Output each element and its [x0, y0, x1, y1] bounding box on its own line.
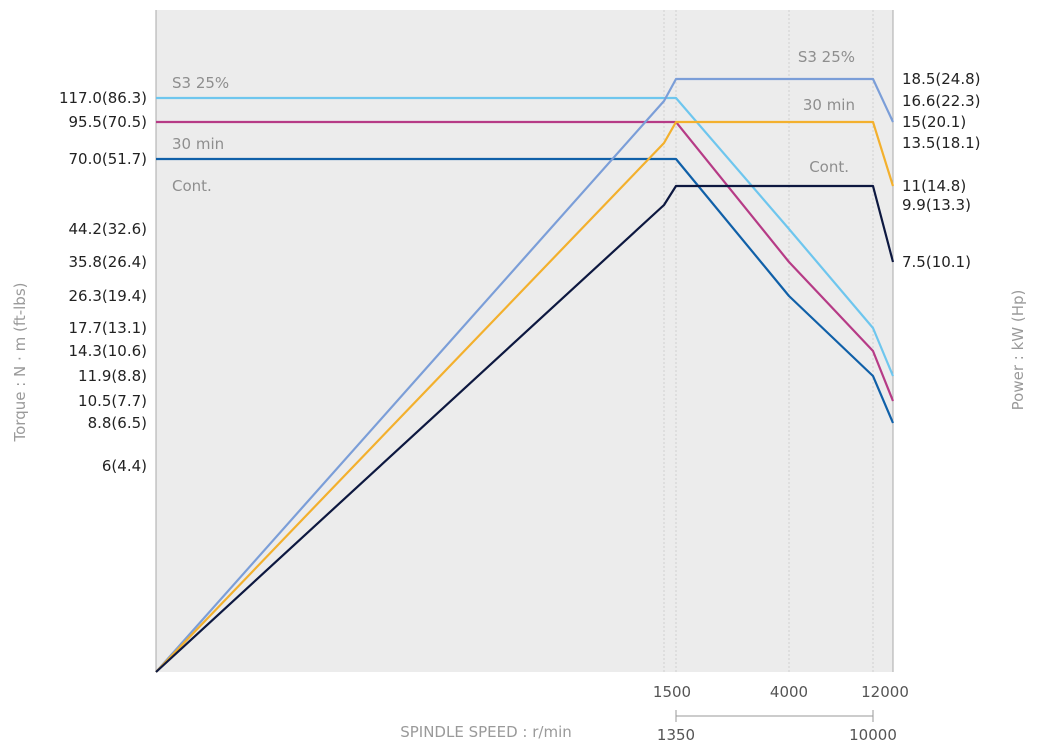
torque-tick-label: 14.3(10.6) — [68, 342, 147, 360]
x-secondary-tick-label: 1350 — [657, 726, 695, 744]
torque-tick-label: 70.0(51.7) — [68, 150, 147, 168]
torque-tick-label: 11.9(8.8) — [78, 367, 147, 385]
series-line-3 — [156, 157, 895, 424]
y-axis-title-right: Power : kW (Hp) — [1009, 290, 1027, 411]
torque-tick-label: 8.8(6.5) — [88, 414, 147, 432]
series-labels: S3 25% 30 min S3 25% 30 min Cont. Cont. — [172, 48, 855, 195]
torque-tick-label: 117.0(86.3) — [59, 89, 147, 107]
plot-area — [156, 10, 893, 672]
series-line-4 — [155, 77, 894, 673]
x-secondary-tick-label: 10000 — [849, 726, 897, 744]
torque-tick-label: 35.8(26.4) — [68, 253, 147, 271]
series-label: Cont. — [809, 158, 849, 176]
series-line-5 — [155, 120, 895, 673]
power-tick-label: 15(20.1) — [902, 113, 966, 131]
series-line-1 — [156, 96, 895, 377]
torque-tick-label: 6(4.4) — [102, 457, 147, 475]
x-tick-label: 1500 — [653, 683, 691, 701]
series-group — [155, 77, 895, 673]
power-tick-label: 9.9(13.3) — [902, 196, 971, 214]
torque-tick-label: 26.3(19.4) — [68, 287, 147, 305]
series-label: 30 min — [803, 96, 855, 114]
series-label: S3 25% — [798, 48, 855, 66]
x-tick-label: 4000 — [770, 683, 808, 701]
series-label: Cont. — [172, 177, 212, 195]
torque-tick-label: 17.7(13.1) — [68, 319, 147, 337]
tick-labels: 117.0(86.3) 95.5(70.5) 70.0(51.7) 44.2(32.6… — [59, 70, 981, 744]
series-line-6 — [155, 184, 895, 673]
torque-tick-label: 44.2(32.6) — [68, 220, 147, 238]
series-label: S3 25% — [172, 74, 229, 92]
y-axis-title-left: Torque : N · m (ft-lbs) — [11, 283, 29, 443]
secondary-x-scale — [675, 710, 874, 722]
power-tick-label: 18.5(24.8) — [902, 70, 981, 88]
series-line-2 — [156, 120, 895, 402]
series-label: 30 min — [172, 135, 224, 153]
power-tick-label: 7.5(10.1) — [902, 253, 971, 271]
power-tick-label: 16.6(22.3) — [902, 92, 981, 110]
power-tick-label: 13.5(18.1) — [902, 134, 981, 152]
torque-tick-label: 10.5(7.7) — [78, 392, 147, 410]
x-axis-title: SPINDLE SPEED : r/min — [400, 723, 572, 741]
x-tick-label: 12000 — [861, 683, 909, 701]
power-tick-label: 11(14.8) — [902, 177, 966, 195]
torque-tick-label: 95.5(70.5) — [68, 113, 147, 131]
